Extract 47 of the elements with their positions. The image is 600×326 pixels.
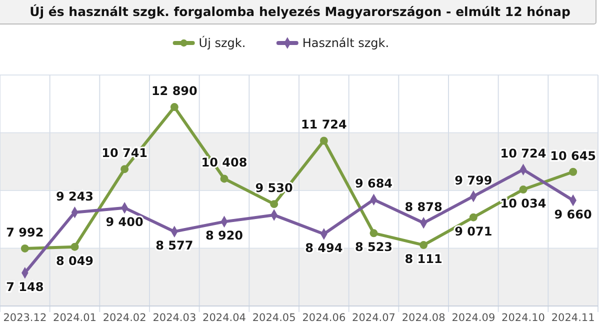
point — [320, 136, 328, 145]
legend-label: Használt szgk. — [302, 36, 390, 50]
data-label: 9 243 — [56, 189, 94, 204]
x-tick-label: 2024.07 — [352, 312, 396, 324]
data-label: 12 890 — [151, 84, 198, 98]
data-label: 8 920 — [205, 228, 244, 243]
point — [469, 213, 478, 222]
x-tick-label: 2024.10 — [502, 312, 545, 324]
legend-label: Új szgk. — [198, 35, 246, 50]
chart-title: Új és használt szgk. forgalomba helyezés Magyarországon - elmúlt 12 hónap — [30, 4, 570, 19]
data-label: 9 400 — [106, 214, 144, 229]
data-label: 8 878 — [404, 200, 442, 214]
data-label: 9 660 — [554, 207, 592, 222]
x-tick-label: 2024.11 — [551, 312, 595, 324]
data-label: 9 799 — [454, 173, 492, 188]
point — [220, 174, 228, 183]
point — [270, 200, 278, 208]
x-tick-label: 2023.12 — [3, 312, 47, 324]
data-label: 7 992 — [6, 225, 44, 240]
data-label: 8 494 — [305, 240, 343, 255]
data-label: 9 071 — [454, 224, 492, 238]
x-tick-label: 2024.08 — [402, 312, 446, 324]
data-label: 7 148 — [6, 280, 44, 294]
x-tick-label: 2024.09 — [452, 312, 496, 324]
point — [20, 244, 29, 252]
point — [569, 168, 578, 176]
data-label: 8 111 — [404, 252, 442, 266]
x-tick-label: 2024.03 — [152, 312, 196, 324]
data-label: 8 049 — [56, 254, 94, 268]
point — [519, 186, 528, 194]
data-label: 11 724 — [300, 118, 347, 132]
x-tick-label: 2024.06 — [302, 312, 346, 324]
data-label: 10 034 — [500, 196, 546, 211]
x-tick-label: 2024.04 — [202, 312, 246, 324]
point — [70, 242, 79, 251]
data-label: 9 684 — [354, 176, 393, 191]
point — [420, 241, 428, 250]
x-tick-label: 2024.05 — [252, 312, 296, 324]
data-label: 8 577 — [156, 238, 194, 253]
data-label: 10 724 — [500, 146, 546, 161]
point — [370, 229, 378, 238]
data-label: 10 645 — [550, 148, 596, 163]
point — [120, 165, 129, 174]
point — [170, 103, 178, 112]
x-tick-label: 2024.01 — [53, 312, 96, 324]
x-tick-label: 2024.02 — [102, 312, 146, 324]
data-label: 8 523 — [354, 240, 393, 254]
